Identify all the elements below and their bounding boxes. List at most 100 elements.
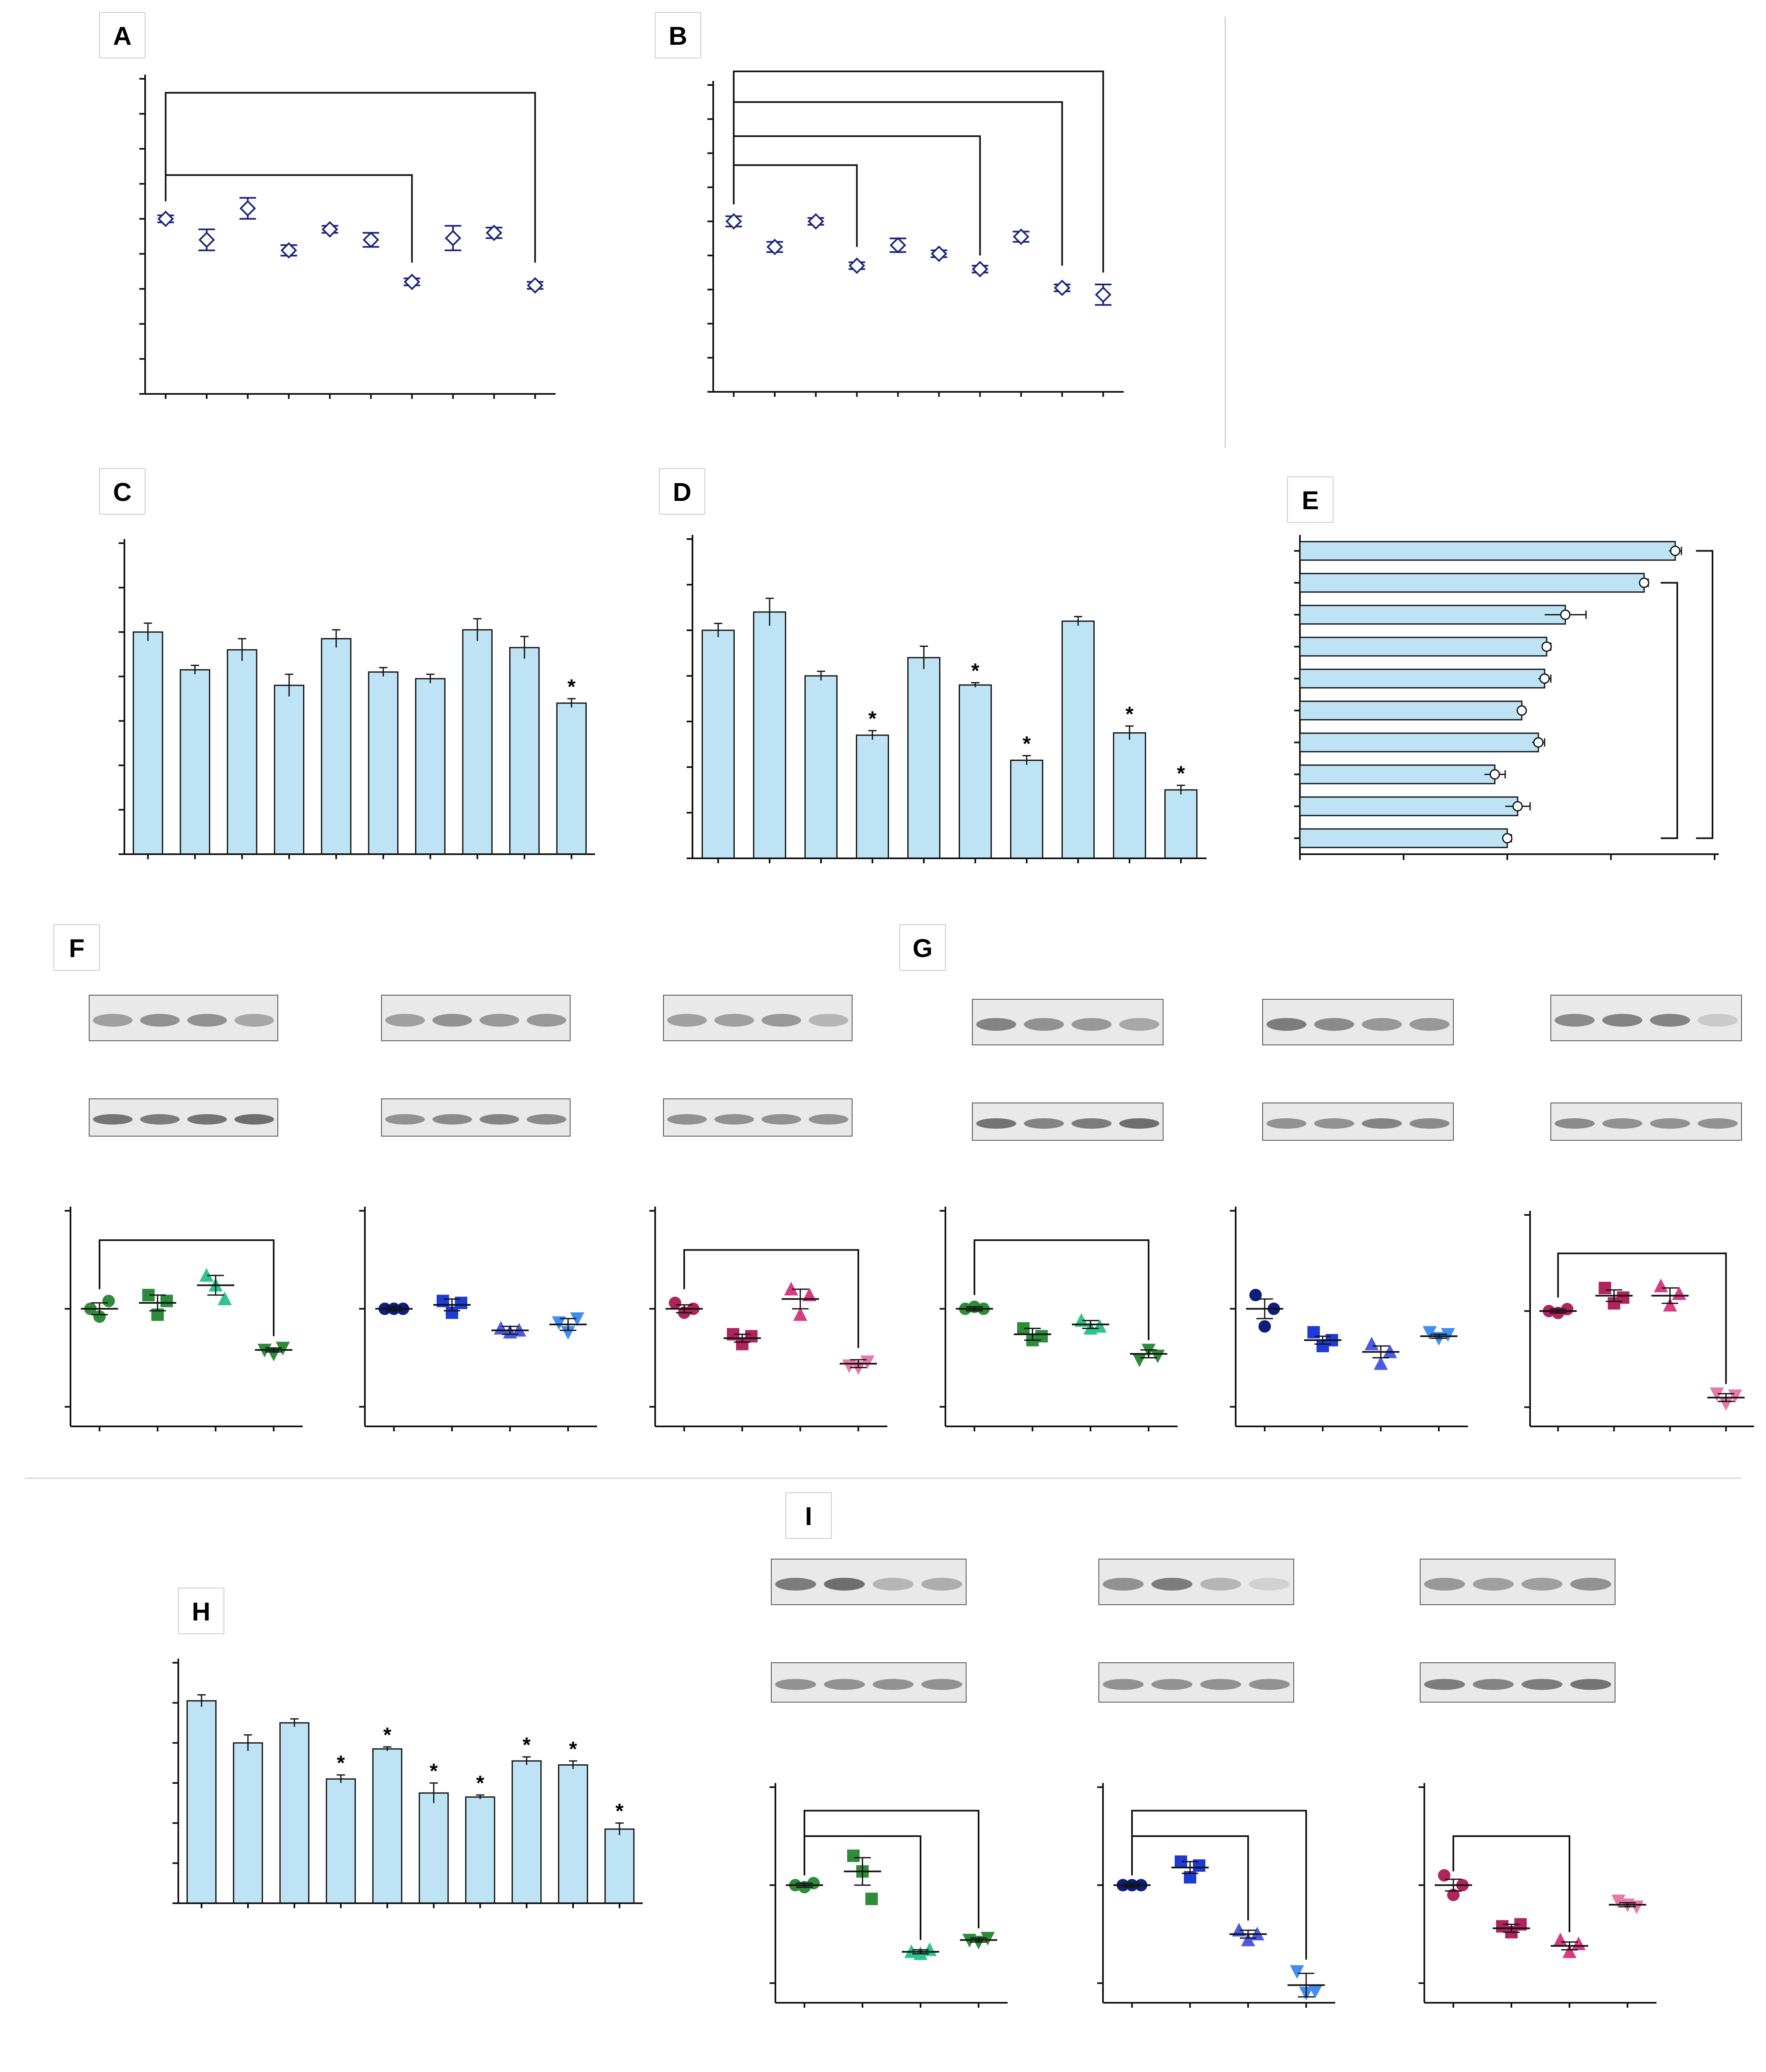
blot-f-target-2-band [479,1014,520,1027]
panel-e-bar-4d [1299,541,1676,561]
blot-i-loading-3-band [1521,1678,1563,1690]
blot-f-loading-1-band [93,1114,133,1125]
blot-f-target-2-band [385,1014,425,1027]
panel-b-point-4c [1054,279,1071,296]
panel-e-significance-bracket [1661,582,1678,839]
panel-g2-point-3d [1423,1326,1437,1340]
blot-i-target-3-band [1521,1578,1563,1591]
panel-f3-point-4c [793,1307,807,1321]
blot-g-loading-2-band [1314,1118,1354,1129]
blot-i-loading-2-band [1103,1678,1144,1690]
blot-i-target-2-band [1249,1578,1290,1591]
blot-g-loading-3 [1550,1103,1742,1141]
panel-letter-c: C [113,478,132,507]
panel-letter-g-box [899,924,946,971]
blot-g-target-1-band [976,1018,1016,1031]
panel-b-point-3c [930,245,947,262]
panel-g3-point-4d [1728,1389,1742,1403]
panel-a-point-4c [486,224,503,241]
panel-g1-point-2d [1132,1353,1147,1368]
blot-f-target-2-band [527,1014,566,1027]
blot-i-loading-3 [1420,1662,1615,1703]
panel-h-significance-star: * [615,1800,624,1823]
panel-letter-e-box [1287,476,1334,523]
panel-i3-point-4c [1572,1936,1586,1951]
panel-e-point-2c [1489,769,1500,780]
blot-i-target-1-band [775,1578,816,1591]
panel-e-point-OA [1512,801,1523,811]
blot-g-target-3-band [1698,1014,1738,1027]
blot-f-target-1 [89,995,278,1041]
panel-g2-point-3d [1441,1328,1455,1342]
panel-g3-point-4c [1654,1278,1668,1292]
blot-g-target-2 [1262,999,1454,1045]
panel-e-bar-DMSO [1299,828,1508,848]
blot-g-target-1-band [1071,1018,1112,1031]
panel-i1-significance-bracket [804,1835,921,1940]
panel-e-bar-DCL [1299,605,1566,625]
panel-f1-point-2c [218,1291,232,1305]
blot-f-loading-3-band [667,1114,707,1125]
blot-i-target-1-band [921,1578,962,1591]
panel-e-bar-3c [1299,668,1545,689]
blot-f-loading-2-band [385,1114,425,1125]
panel-i1-point-OA [847,1849,860,1862]
blot-g-loading-2-band [1266,1118,1307,1129]
panel-c-bar-OA [180,669,210,855]
panel-letter-b: B [669,22,687,51]
panel-i1-point-OA [865,1892,878,1905]
panel-d-bar-3c [959,684,992,859]
blot-i-loading-1-band [872,1678,914,1690]
blot-f-target-3-band [667,1014,707,1027]
blot-g-loading-1 [972,1103,1164,1141]
panel-a-point-3c [362,231,379,248]
panel-d-significance-star: * [1023,732,1031,755]
panel-a-significance-bracket [165,92,536,263]
panel-i3-point-4c [1553,1932,1567,1946]
blot-f-target-2 [381,995,571,1041]
panel-f1-point-OA [160,1295,173,1307]
blot-i-loading-1-band [921,1678,962,1690]
blot-g-target-2-band [1314,1018,1354,1031]
blot-g-loading-2 [1262,1103,1454,1141]
panel-f2-point-3d [561,1326,575,1340]
panel-c-bar-DCL [462,629,493,855]
panel-g1-significance-bracket [974,1239,1149,1340]
panel-b-point-DCL [1013,228,1030,245]
panel-letter-d-box [659,468,705,515]
blot-g-target-2-band [1362,1018,1402,1031]
blot-g-loading-3-band [1698,1118,1738,1129]
blot-f-loading-1-band [234,1114,274,1125]
blot-i-target-1 [771,1559,967,1605]
panel-g3-point-DCL [1598,1282,1611,1295]
blot-i-target-3-band [1570,1578,1611,1591]
blot-f-target-2-band [432,1014,472,1027]
panel-e-point-3c [1539,673,1550,684]
blot-f-loading-3 [663,1098,853,1137]
blot-g-loading-2-band [1362,1118,1402,1129]
panel-b-point-2d [848,257,865,274]
blot-f-target-3-band [809,1014,848,1027]
panel-h-significance-star: * [430,1759,438,1783]
blot-f-loading-1-band [187,1114,227,1125]
panel-g1-point-2c [1074,1313,1088,1327]
panel-d-bar-3d [1010,760,1043,859]
panel-g3-point-4c [1663,1297,1677,1312]
panel-g1-point-2d [1151,1349,1165,1363]
panel-f3-point-4c [784,1282,798,1296]
panel-h-bar-4d [604,1828,635,1904]
panel-e-point-DCL [1560,610,1571,620]
panel-g3-point-4d [1719,1397,1733,1411]
panel-f1-point-2d [276,1341,290,1355]
blot-i-target-3 [1420,1559,1615,1605]
panel-f3-point-4d [860,1355,874,1369]
blot-g-target-2-band [1266,1018,1307,1031]
panel-d-bar-2c [804,675,838,859]
panel-i3-point-4d [1630,1900,1644,1914]
panel-letter-a-box [99,12,146,58]
panel-e-bar-2d [1299,732,1539,753]
panel-a-point-OA [198,231,215,248]
panel-i1-point-DMSO [807,1877,820,1890]
panel-a-point-DMSO [157,210,174,227]
